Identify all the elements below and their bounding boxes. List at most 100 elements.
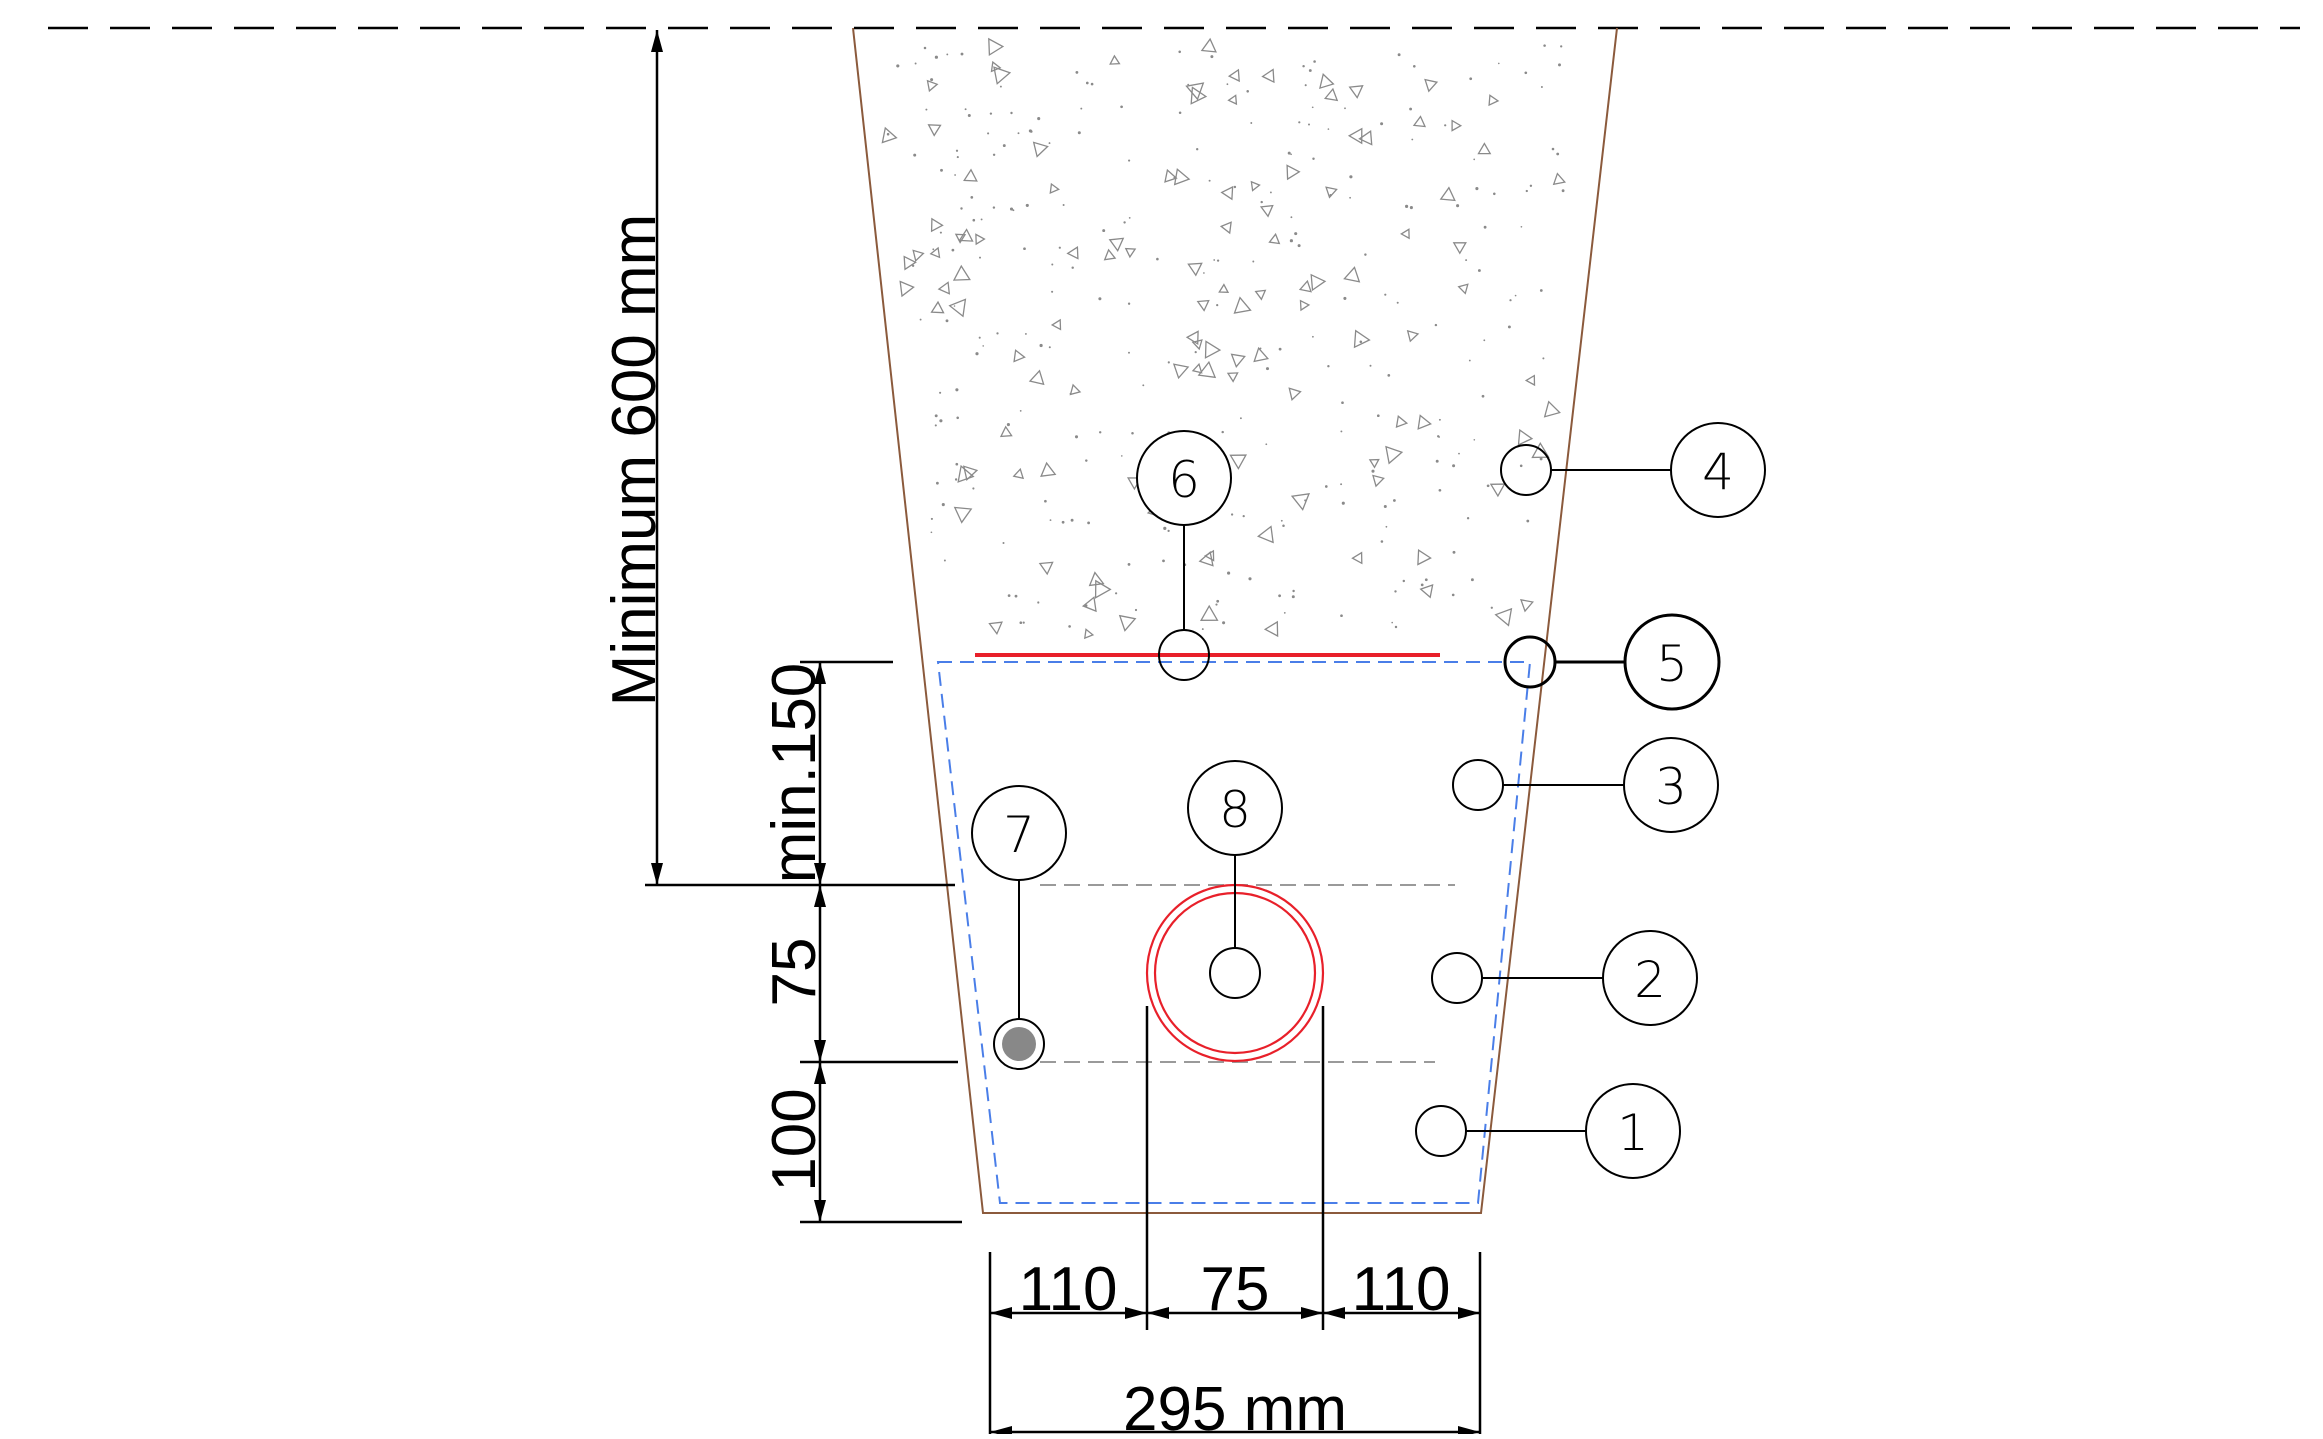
backfill-dot [1438,436,1440,438]
backfill-dot [1525,189,1528,193]
backfill-dot [1222,621,1226,625]
backfill-triangle [1199,604,1219,621]
backfill-dot [1048,346,1051,349]
backfill-dot [936,481,939,485]
backfill-dot [1402,579,1406,583]
backfill-dot [1396,301,1399,304]
backfill-dot [1002,144,1006,148]
backfill-triangle [1419,584,1434,599]
backfill-dot [1539,289,1543,292]
backfill-triangle [948,298,967,318]
backfill-dot [1411,138,1414,141]
backfill-dot [919,318,922,321]
backfill-dot [1007,594,1011,597]
backfill-dot [980,218,983,221]
backfill-dot [1213,259,1216,261]
backfill-triangle [1227,68,1240,83]
backfill-triangle [1268,232,1281,245]
backfill-dot [1201,628,1204,631]
backfill-dot [1216,304,1219,307]
backfill-triangle [1254,289,1267,301]
backfill-dot [1393,499,1396,502]
backfill-triangle [1524,374,1536,387]
backfill-triangle [1299,299,1311,312]
backfill-dot [1483,225,1487,229]
backfill-dot [1561,189,1565,193]
backfill-dot [1269,191,1272,194]
callout-1: 1 [1585,1083,1681,1179]
backfill-dot [1287,151,1291,155]
backfill-dot [1085,459,1088,462]
backfill-triangle [1319,73,1335,90]
backfill-dot [1162,559,1165,563]
backfill-triangle [962,465,979,481]
backfill-triangle [1229,454,1248,470]
backfill-triangle [1250,180,1261,192]
backfill-dot [1216,259,1220,262]
backfill-triangle [1543,400,1561,418]
backfill-triangle [1013,349,1026,363]
backfill-dot [1024,332,1027,335]
backfill-dot [972,487,975,490]
backfill-dot [960,207,963,210]
backfill-triangle [1118,614,1137,632]
dim-110-left-label: 110 [1019,1255,1118,1324]
backfill-dot [1486,484,1490,488]
backfill-dot [925,108,928,111]
backfill-dot [1327,365,1330,368]
backfill-dot [1167,361,1170,364]
backfill-triangle [1520,598,1535,613]
backfill-dot [940,168,943,172]
backfill-dot [1409,107,1413,111]
trench-outline [852,27,1618,1214]
backfill-dot [1084,604,1088,607]
backfill-triangle [1084,628,1095,640]
backfill-dot [1233,185,1237,189]
backfill-dot [1049,519,1052,522]
backfill-dot [1391,621,1393,624]
callout-3: 3 [1623,737,1719,833]
backfill-triangle [958,228,974,242]
cable-core [1002,1027,1036,1061]
backfill-dot [1558,63,1561,67]
backfill-dot [1051,290,1054,293]
backfill-triangle [1164,168,1178,183]
callout-2: 2 [1602,930,1698,1026]
backfill-dot [1163,526,1167,530]
backfill-dot [1451,593,1455,597]
backfill-dot [932,248,935,251]
backfill-dot [1120,455,1123,457]
backfill-dot [1044,499,1047,503]
backfill-dot [1090,82,1094,86]
backfill-triangle [1488,94,1500,107]
backfill-triangle [1038,561,1054,576]
backfill-dot [1292,589,1295,593]
backfill-triangle [1109,54,1121,65]
backfill-dot [1058,246,1061,249]
backfill-dot [1313,60,1316,63]
backfill-triangle [988,621,1003,635]
backfill-triangle [1259,204,1274,218]
backfill-dot [1025,203,1029,207]
dim-100-vertical-label: 100 [760,1088,829,1191]
backfill-dot [934,424,937,427]
backfill-dot [1128,351,1130,354]
backfill-triangle [1451,119,1463,132]
backfill-triangle [1348,85,1364,99]
backfill-dot [992,153,996,157]
backfill-dot [1409,206,1413,210]
backfill-dot [1394,590,1397,593]
backfill-triangle [1172,363,1190,380]
backfill-dot [1304,84,1307,87]
backfill-triangle [1400,228,1410,240]
backfill-dot [1074,435,1079,439]
backfill-dot [1481,394,1485,398]
backfill-dot [1260,200,1263,204]
backfill-dot [1265,367,1270,371]
backfill-dot [1120,105,1123,109]
backfill-dot [1341,501,1345,505]
backfill-dot [1278,347,1282,351]
backfill-dot [1014,594,1018,598]
backfill-triangle [993,66,1012,85]
